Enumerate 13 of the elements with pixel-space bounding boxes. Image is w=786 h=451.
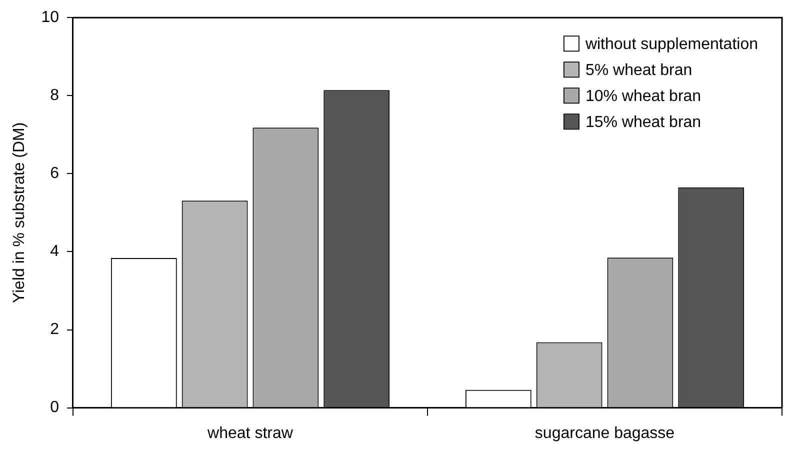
y-tick-label: 6: [50, 165, 60, 182]
x-tick-label: wheat straw: [206, 424, 294, 442]
y-tick-label: 0: [50, 399, 60, 416]
legend-label: 5% wheat bran: [585, 62, 692, 80]
y-tick-label: 8: [50, 87, 60, 104]
y-tick-label: 4: [50, 243, 60, 260]
legend-label: 10% wheat bran: [585, 88, 702, 106]
legend-label: 15% wheat bran: [585, 114, 702, 132]
x-tick-label: sugarcane bagasse: [534, 424, 675, 442]
legend-label: without supplementation: [584, 36, 758, 54]
y-tick-label: 10: [41, 9, 60, 26]
y-tick-label: 2: [50, 321, 60, 338]
y-axis-title: Yield in % substrate (DM): [11, 122, 28, 304]
